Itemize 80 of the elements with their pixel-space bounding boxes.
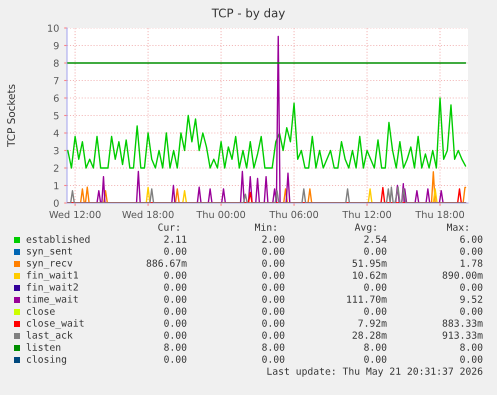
text: 9.52 <box>460 295 482 303</box>
text: 0.00 <box>164 355 186 363</box>
legend-label: syn_recv <box>27 260 72 269</box>
text: Last update: Thu May 21 20:31:37 2026 <box>267 367 482 377</box>
text: 8.00 <box>460 343 482 351</box>
y-tick-label: 0 <box>54 199 59 207</box>
y-tick-label: 5 <box>54 112 59 120</box>
text: 0.00 <box>460 283 482 291</box>
text: 8.00 <box>262 343 284 351</box>
text: 0.00 <box>164 271 186 279</box>
text: 6.00 <box>460 235 482 243</box>
chart-title: TCP - by day <box>212 8 285 20</box>
text: 0.00 <box>262 295 284 303</box>
text: 0.00 <box>262 247 284 255</box>
text: 890.00m <box>442 271 483 279</box>
y-tick-label: 6 <box>54 94 59 102</box>
legend-label: time_wait <box>26 295 78 305</box>
y-tick-label: 7 <box>54 77 59 84</box>
text: 0.00 <box>364 247 386 255</box>
y-tick-label: 1 <box>54 182 58 190</box>
text: 10.62m <box>353 271 387 279</box>
y-tick-label: 9 <box>54 42 59 50</box>
y-tick-label: 8 <box>54 59 59 67</box>
text: Cur: <box>158 223 179 231</box>
x-tick-label: Thu 12:00 <box>342 210 392 218</box>
text: 0.00 <box>164 319 186 327</box>
text: 2.54 <box>364 235 387 243</box>
text: 0.00 <box>262 307 284 315</box>
x-tick-label: Thu 06:00 <box>269 210 318 218</box>
x-tick-label: Wed 18:00 <box>122 210 174 218</box>
legend-label: closing <box>26 355 66 365</box>
text: 0.00 <box>164 283 186 291</box>
text: 0.00 <box>164 247 186 255</box>
legend-label: listen <box>26 343 60 351</box>
text: Avg: <box>354 224 376 233</box>
text: 0.00 <box>262 331 284 339</box>
x-tick-label: Wed 12:00 <box>49 210 101 218</box>
text: 0.00 <box>262 271 284 279</box>
x-tick-label: Thu 18:00 <box>415 210 464 218</box>
text: 51.95m <box>352 259 387 267</box>
y-tick-label: 3 <box>54 146 59 154</box>
legend-label: fin_wait1 <box>26 271 78 281</box>
text: 0.00 <box>460 307 482 315</box>
legend-label: fin_wait2 <box>26 283 78 293</box>
x-tick-label: Thu 00:00 <box>196 210 246 218</box>
text: 0.00 <box>262 283 284 291</box>
text: 0.00 <box>364 307 386 315</box>
y-tick-label: 2 <box>54 164 58 172</box>
text: 8.00 <box>164 343 186 351</box>
text: 0.00 <box>262 355 284 363</box>
text: 0.00 <box>164 295 186 303</box>
text: 0.00 <box>262 259 284 267</box>
legend-label: syn_sent <box>27 248 72 257</box>
text: Min: <box>254 223 276 231</box>
text: 913.33m <box>442 331 483 339</box>
line-series <box>67 97 466 169</box>
text: 0.00 <box>364 355 386 363</box>
y-tick-label: 10 <box>48 24 59 32</box>
text: 0.00 <box>164 331 186 339</box>
text: 0.00 <box>460 247 482 255</box>
text: 0.00 <box>164 307 186 315</box>
y-tick-label: 4 <box>54 130 59 137</box>
text: 0.00 <box>364 283 386 291</box>
text: 28.28m <box>352 331 387 339</box>
legend-label: last_ack <box>26 331 73 341</box>
y-axis-title: TCP Sockets <box>6 84 16 147</box>
text: 0.00 <box>262 319 284 327</box>
text: 0.00 <box>460 355 482 363</box>
text: 2.00 <box>262 235 284 243</box>
legend-label: established <box>26 235 90 243</box>
text: 8.00 <box>364 343 386 351</box>
text: 111.70m <box>347 295 387 303</box>
legend-label: close <box>26 307 55 315</box>
legend-label: close_wait <box>26 319 84 329</box>
text: 1.78 <box>460 259 482 267</box>
text: Max: <box>446 224 468 231</box>
text: 883.33m <box>442 319 483 327</box>
text: 7.92m <box>358 319 387 327</box>
text: 886.67m <box>146 259 187 267</box>
text: 2.11 <box>164 235 186 243</box>
